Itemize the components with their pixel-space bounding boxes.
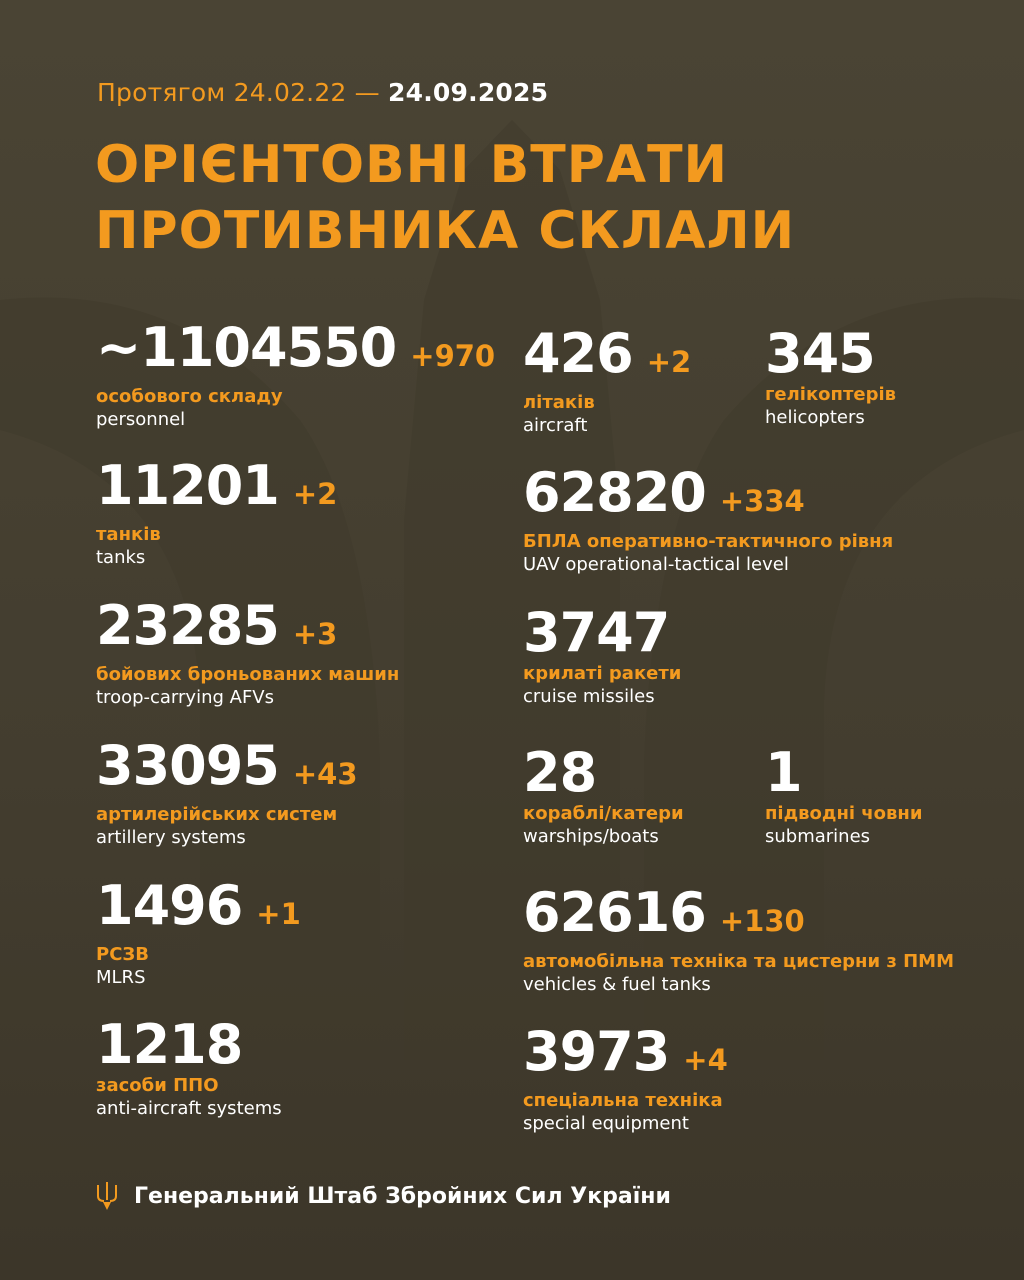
stat-helicopters: 345 гелікоптерів helicopters [765, 324, 896, 429]
stat-afv: 23285 +3 бойових броньованих машин troop-… [96, 596, 399, 709]
stat-special-equipment: 3973 +4 спеціальна техніка special equipm… [523, 1022, 728, 1135]
period-end: 24.09.2025 [388, 78, 549, 107]
stat-delta: +2 [646, 345, 692, 379]
stat-label-en: anti-aircraft systems [96, 1098, 282, 1119]
stat-label-ua: літаків [523, 392, 595, 413]
stat-value: 11201 [96, 454, 280, 517]
footer: Генеральний Штаб Збройних Сил України [96, 1182, 671, 1210]
stat-label-en: vehicles & fuel tanks [523, 974, 711, 995]
stat-label-en: MLRS [96, 967, 146, 988]
stat-value: 62616 [523, 881, 707, 944]
period-start: Протягом 24.02.22 — [97, 78, 380, 107]
stat-label-ua: спеціальна техніка [523, 1090, 723, 1111]
stat-value: 1496 [96, 874, 243, 937]
stat-label-ua: автомобільна техніка та цистерни з ПММ [523, 951, 954, 972]
stat-label-ua: танків [96, 524, 161, 545]
stat-label-ua: підводні човни [765, 803, 923, 824]
stat-warships: 28 кораблі/катери warships/boats [523, 743, 684, 848]
stat-vehicles: 62616 +130 автомобільна техніка та цистер… [523, 883, 954, 996]
stat-value: 23285 [96, 594, 280, 657]
stat-delta: +1 [256, 897, 301, 931]
stat-personnel: ~1104550 +970 особового складу personnel [96, 318, 495, 431]
title-line-2: ПРОТИВНИКА СКЛАЛИ [95, 201, 796, 261]
stat-label-en: artillery systems [96, 827, 246, 848]
stat-label-en: aircraft [523, 415, 588, 436]
stat-label-ua: бойових броньованих машин [96, 664, 400, 685]
footer-text: Генеральний Штаб Збройних Сил України [134, 1183, 671, 1209]
stat-label-en: troop-carrying AFVs [96, 687, 274, 708]
stat-value: 345 [765, 322, 876, 385]
stat-label-en: helicopters [765, 407, 865, 428]
stat-label-en: personnel [96, 409, 186, 430]
stat-label-ua: особового складу [96, 386, 283, 407]
stat-label-en: special equipment [523, 1113, 689, 1134]
stat-value: 62820 [523, 461, 707, 524]
stat-value: ~1104550 [96, 316, 397, 379]
stat-value: 28 [523, 741, 597, 804]
stat-delta: +334 [719, 484, 805, 518]
stat-label-en: UAV operational-tactical level [523, 554, 789, 575]
stat-label-ua: РСЗВ [96, 944, 149, 965]
trident-icon [97, 1182, 117, 1210]
page-title: ОРІЄНТОВНІ ВТРАТИ ПРОТИВНИКА СКЛАЛИ [95, 132, 795, 264]
stat-delta: +43 [292, 757, 358, 791]
stat-value: 1 [765, 741, 803, 804]
title-line-1: ОРІЄНТОВНІ ВТРАТИ [95, 135, 729, 195]
period-label: Протягом 24.02.22 — 24.09.2025 [97, 78, 548, 107]
stat-label-en: tanks [96, 547, 146, 568]
stat-value: 3973 [523, 1020, 670, 1083]
stat-delta: +970 [410, 339, 496, 373]
stat-tanks: 11201 +2 танків tanks [96, 456, 337, 569]
stat-value: 426 [523, 322, 634, 385]
stat-label-en: submarines [765, 826, 871, 847]
stat-label-ua: кораблі/катери [523, 803, 684, 824]
stat-label-en: warships/boats [523, 826, 659, 847]
stat-delta: +130 [719, 904, 805, 938]
stat-delta: +4 [683, 1043, 728, 1077]
stat-label-ua: артилерійських систем [96, 804, 338, 825]
stat-cruise-missiles: 3747 крилаті ракети cruise missiles [523, 603, 681, 708]
stat-value: 33095 [96, 734, 280, 797]
stat-label-ua: засоби ППО [96, 1075, 219, 1096]
stat-label-ua: БПЛА оперативно-тактичного рівня [523, 531, 894, 552]
stat-mlrs: 1496 +1 РСЗВ MLRS [96, 876, 301, 989]
stat-aircraft: 426 +2 літаків aircraft [523, 324, 691, 437]
stat-air-defense: 1218 засоби ППО anti-aircraft systems [96, 1015, 282, 1120]
stat-delta: +2 [292, 477, 338, 511]
stat-label-en: cruise missiles [523, 686, 655, 707]
stat-delta: +3 [292, 617, 338, 651]
stat-uav: 62820 +334 БПЛА оперативно-тактичного рів… [523, 463, 893, 576]
stat-value: 1218 [96, 1013, 243, 1076]
stat-label-ua: гелікоптерів [765, 384, 897, 405]
stat-label-ua: крилаті ракети [523, 663, 682, 684]
stat-value: 3747 [523, 601, 670, 664]
stat-artillery: 33095 +43 артилерійських систем artillery… [96, 736, 358, 849]
stat-submarines: 1 підводні човни submarines [765, 743, 922, 848]
